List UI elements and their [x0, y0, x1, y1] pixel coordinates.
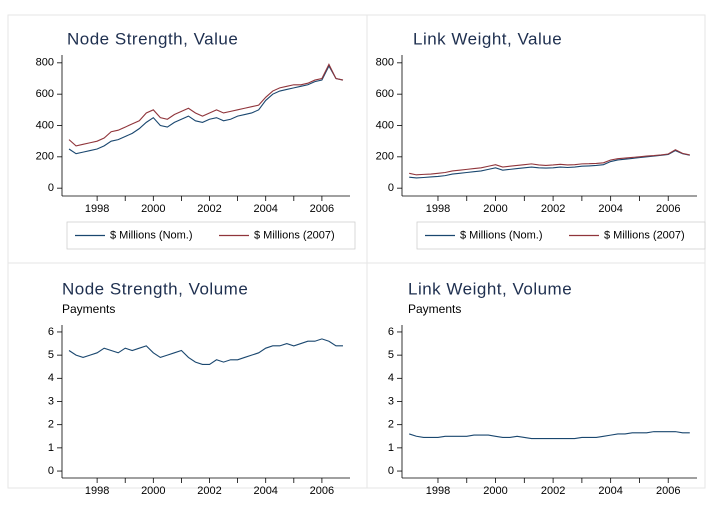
y-tick-label: 800 — [36, 57, 54, 69]
series-line — [68, 338, 343, 365]
y-tick-label: 200 — [36, 151, 54, 163]
chart-title: Link Weight, Volume — [408, 279, 572, 298]
series-line — [409, 431, 690, 440]
x-tick-label: 2000 — [141, 485, 165, 497]
y-tick-label: 200 — [376, 151, 394, 163]
x-tick-label: 2002 — [197, 203, 221, 215]
legend-label: $ Millions (2007) — [254, 229, 335, 241]
y-tick-label: 5 — [388, 349, 394, 361]
series-line — [409, 149, 690, 179]
x-tick-label: 2002 — [541, 485, 565, 497]
x-tick-label: 2004 — [598, 203, 622, 215]
x-tick-label: 2000 — [141, 203, 165, 215]
y-tick-label: 0 — [48, 465, 54, 477]
series-line — [68, 63, 344, 147]
x-tick-label: 1998 — [85, 203, 109, 215]
y-tick-label: 400 — [36, 119, 54, 131]
y-tick-label: 600 — [36, 88, 54, 100]
y-tick-label: 2 — [388, 419, 394, 431]
y-tick-label: 4 — [48, 372, 54, 384]
x-tick-label: 2006 — [656, 485, 680, 497]
y-tick-label: 3 — [388, 395, 394, 407]
y-tick-label: 4 — [388, 372, 394, 384]
y-tick-label: 1 — [388, 442, 394, 454]
x-tick-label: 2004 — [598, 485, 622, 497]
y-tick-label: 0 — [388, 182, 394, 194]
x-tick-label: 2004 — [253, 203, 277, 215]
legend-label: $ Millions (2007) — [604, 229, 685, 241]
y-tick-label: 3 — [48, 395, 54, 407]
legend-box — [66, 221, 356, 250]
x-tick-label: 2002 — [197, 485, 221, 497]
y-tick-label: 5 — [48, 349, 54, 361]
x-tick-label: 2002 — [541, 203, 565, 215]
chart-title: Node Strength, Volume — [62, 279, 248, 298]
x-tick-label: 2000 — [483, 203, 507, 215]
chart-title: Link Weight, Value — [413, 29, 562, 48]
legend-label: $ Millions (Nom.) — [110, 229, 193, 241]
x-tick-label: 2006 — [310, 485, 334, 497]
x-tick-label: 2006 — [656, 203, 680, 215]
y-tick-label: 6 — [48, 326, 54, 338]
y-tick-label: 0 — [388, 465, 394, 477]
outer-frame — [7, 14, 706, 489]
y-tick-label: 2 — [48, 419, 54, 431]
series-line — [68, 64, 344, 155]
y-tick-label: 6 — [388, 326, 394, 338]
y-axis-label: Payments — [408, 302, 461, 316]
y-tick-label: 800 — [376, 57, 394, 69]
y-tick-label: 600 — [376, 88, 394, 100]
x-tick-label: 1998 — [426, 203, 450, 215]
chart-title: Node Strength, Value — [67, 29, 238, 48]
series-line — [409, 149, 690, 176]
legend-box — [416, 221, 706, 250]
x-tick-label: 2000 — [483, 485, 507, 497]
x-tick-label: 1998 — [426, 485, 450, 497]
x-tick-label: 1998 — [85, 485, 109, 497]
y-tick-label: 400 — [376, 119, 394, 131]
y-axis-label: Payments — [62, 302, 115, 316]
legend-label: $ Millions (Nom.) — [460, 229, 543, 241]
y-tick-label: 0 — [48, 182, 54, 194]
x-tick-label: 2006 — [310, 203, 334, 215]
x-tick-label: 2004 — [253, 485, 277, 497]
y-tick-label: 1 — [48, 442, 54, 454]
